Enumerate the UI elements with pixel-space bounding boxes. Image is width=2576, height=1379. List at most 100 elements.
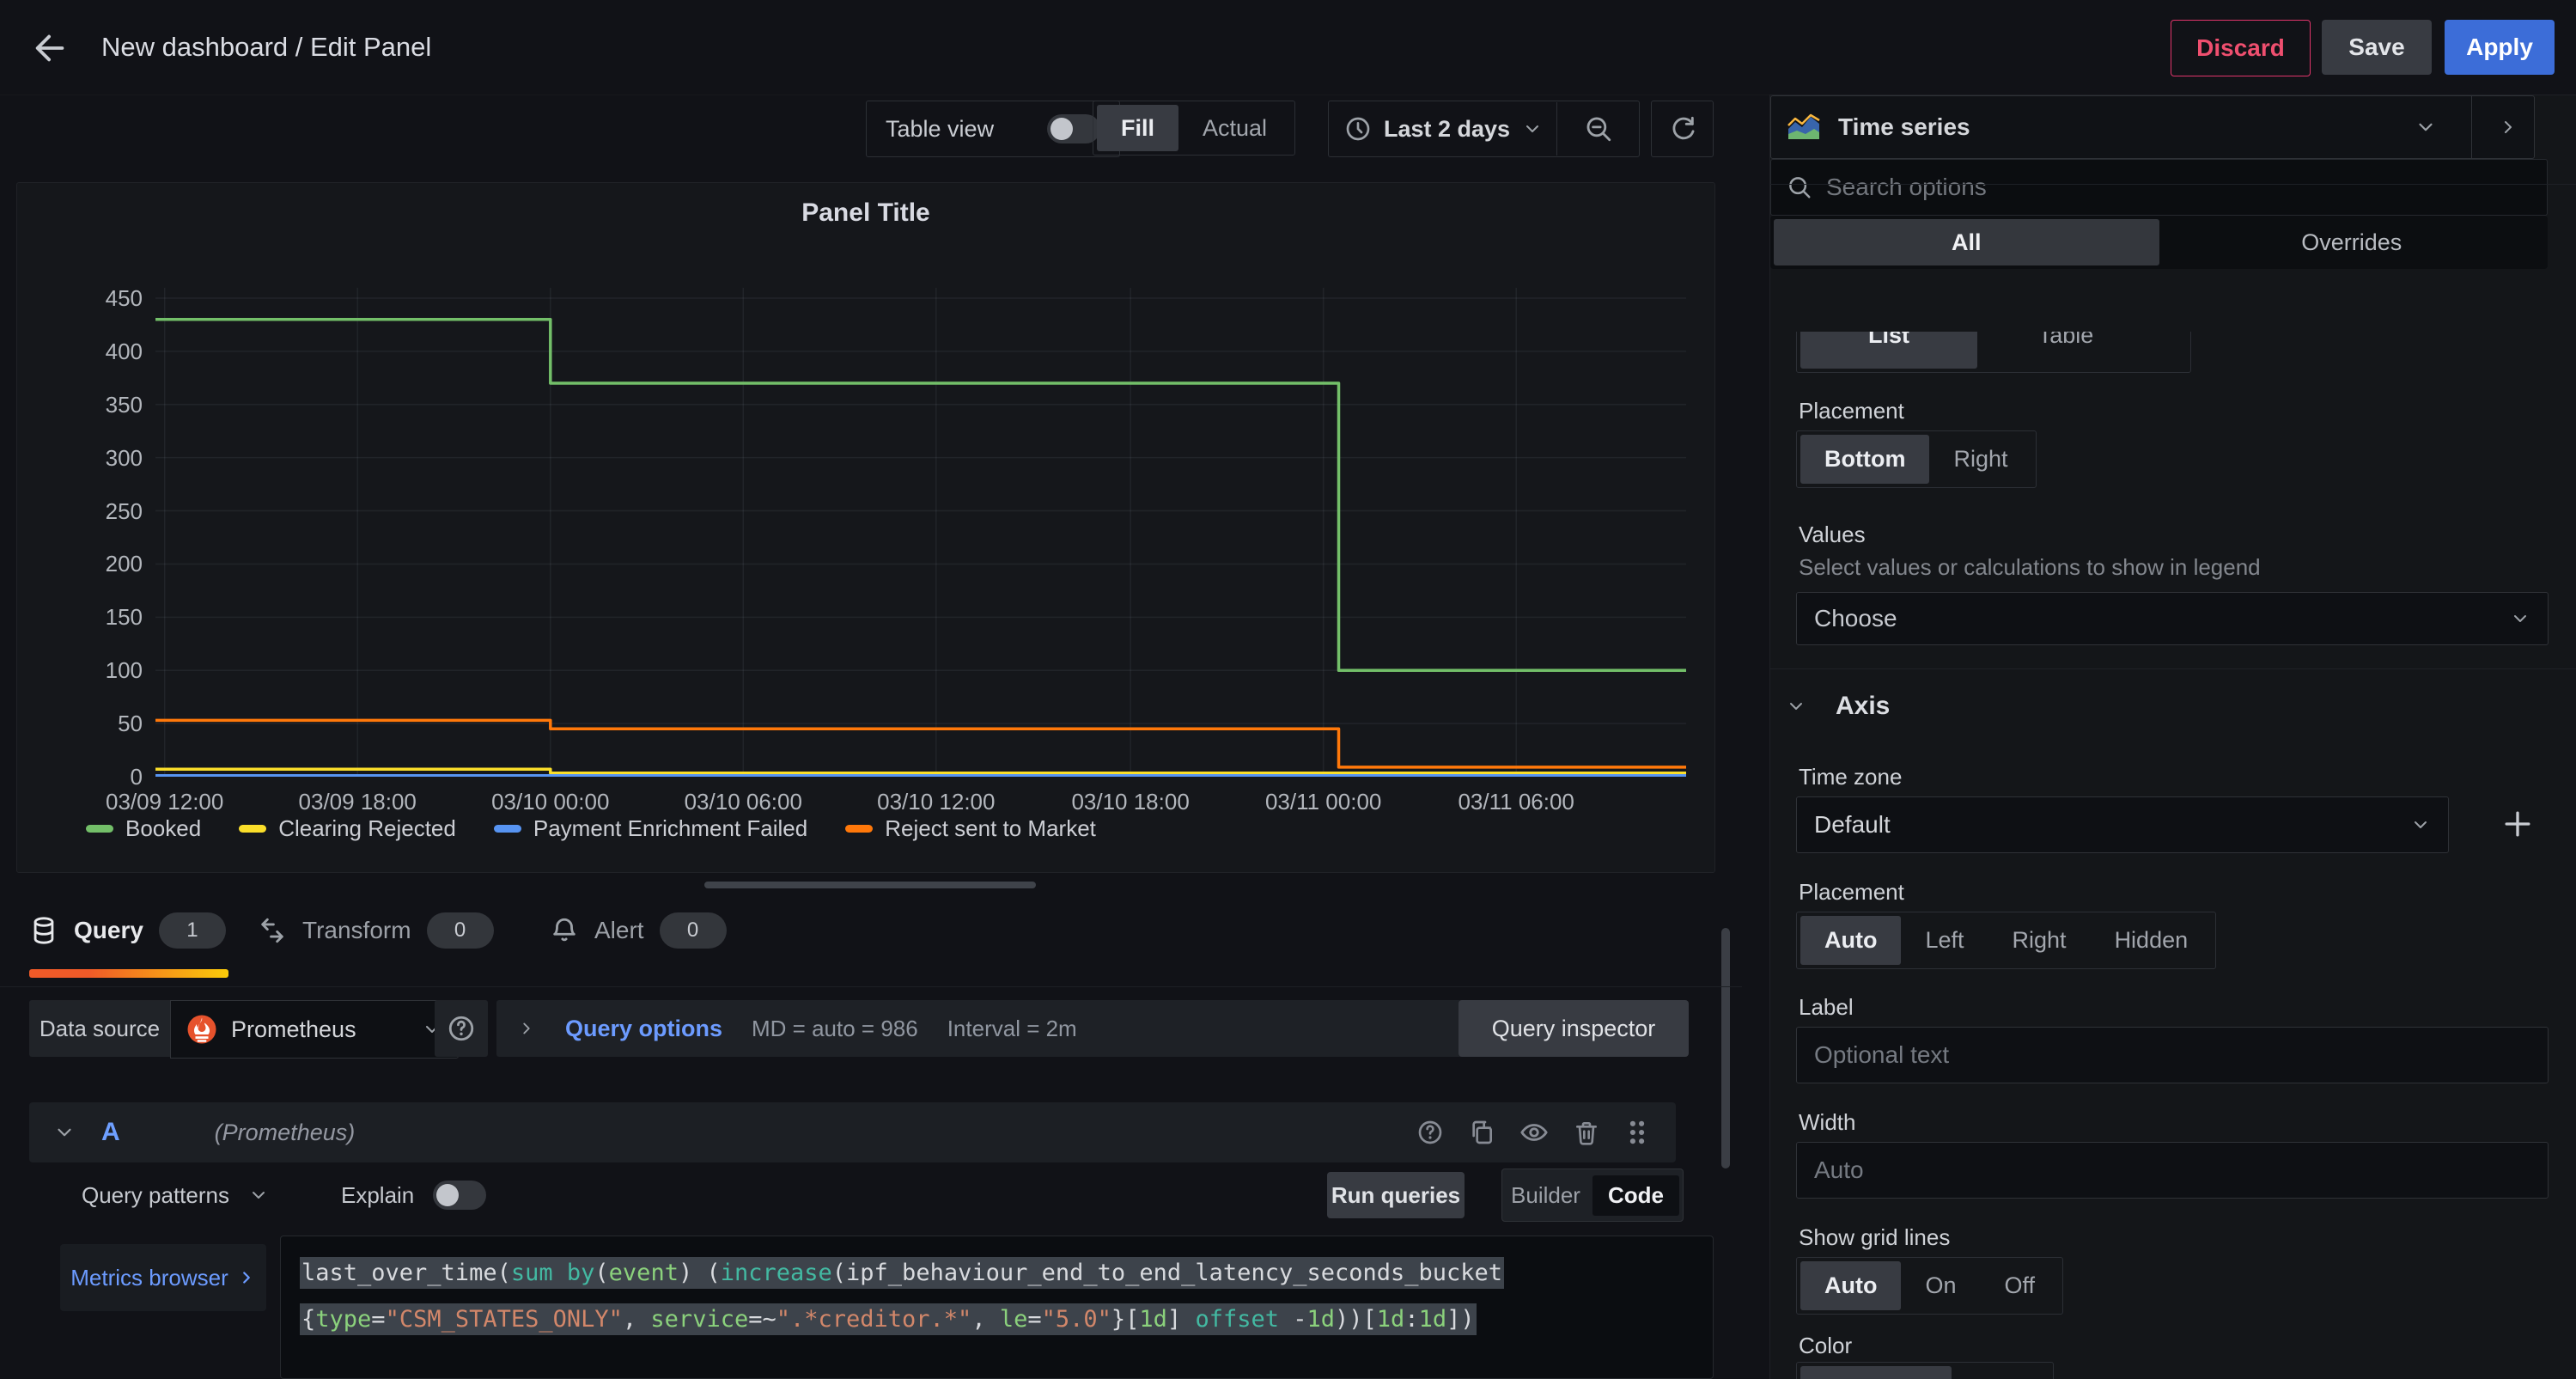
visualization-picker[interactable]: Time series [1770, 95, 2535, 159]
y-tick-label: 100 [48, 657, 143, 684]
duplicate-icon[interactable] [1468, 1119, 1495, 1146]
legend-swatch [845, 825, 873, 833]
promql-code-editor[interactable]: last_over_time(sum by(event) (increase(i… [280, 1236, 1714, 1379]
explain-toggle[interactable] [433, 1181, 486, 1210]
run-queries-button[interactable]: Run queries [1327, 1172, 1465, 1218]
chart-panel: Panel Title 050100150200250300350400450 … [16, 182, 1715, 873]
legend-swatch [239, 825, 266, 833]
explain-label: Explain [341, 1182, 414, 1209]
axis-label-placeholder: Optional text [1814, 1041, 1949, 1069]
chevron-down-icon [1522, 119, 1543, 139]
back-button[interactable] [31, 28, 70, 68]
tab-all[interactable]: All [1774, 219, 2159, 265]
chevron-down-icon [1786, 696, 1806, 717]
axis-placement-label: Placement [1799, 879, 1904, 906]
tab-query-label: Query [74, 917, 143, 944]
axis-placement-left[interactable]: Left [1901, 916, 1988, 965]
time-range-label: Last 2 days [1384, 116, 1510, 143]
legend-item[interactable]: Payment Enrichment Failed [494, 815, 807, 842]
datasource-select[interactable]: Prometheus [170, 1000, 459, 1059]
query-row-a[interactable]: A (Prometheus) [29, 1102, 1676, 1162]
legend-placement-bottom[interactable]: Bottom [1800, 435, 1929, 484]
builder-option[interactable]: Builder [1502, 1182, 1589, 1209]
grid-lines-auto[interactable]: Auto [1800, 1261, 1901, 1310]
tab-transform-label: Transform [302, 917, 411, 944]
axis-width-placeholder: Auto [1814, 1156, 1864, 1184]
axis-width-input[interactable]: Auto [1796, 1142, 2549, 1199]
timezone-label: Time zone [1799, 764, 1902, 790]
axis-placement-hidden[interactable]: Hidden [2091, 916, 2213, 965]
chevron-down-icon[interactable] [248, 1185, 269, 1205]
query-patterns-label[interactable]: Query patterns [82, 1182, 229, 1209]
vertical-scrollbar[interactable] [1721, 928, 1730, 1168]
metrics-browser-button[interactable]: Metrics browser [60, 1244, 266, 1311]
tab-alert[interactable]: Alert 0 [550, 912, 727, 949]
query-toolbar: Query patterns Explain [82, 1172, 486, 1218]
tab-query[interactable]: Query 1 [29, 912, 226, 949]
legend-item[interactable]: Reject sent to Market [845, 815, 1096, 842]
legend-mode-list[interactable]: List [1800, 332, 1977, 369]
metrics-browser-label: Metrics browser [70, 1265, 228, 1291]
query-inspector-button[interactable]: Query inspector [1459, 1000, 1689, 1057]
legend-placement-right[interactable]: Right [1929, 435, 2031, 484]
help-circle-icon[interactable] [1416, 1119, 1444, 1146]
chevron-down-icon[interactable] [53, 1121, 76, 1144]
drag-handle-icon[interactable] [1624, 1118, 1650, 1147]
axis-section-header[interactable]: Axis [1786, 692, 1890, 721]
options-search[interactable]: Search options [1770, 159, 2548, 216]
legend-item[interactable]: Clearing Rejected [239, 815, 456, 842]
database-icon [29, 916, 58, 945]
fill-actual-switch: Fill Actual [1093, 101, 1295, 156]
tab-transform[interactable]: Transform 0 [258, 912, 494, 949]
axis-placement-right[interactable]: Right [1988, 916, 2091, 965]
legend-placement-label: Placement [1799, 398, 1904, 424]
panel-resize-handle[interactable] [704, 882, 1036, 888]
timezone-select[interactable]: Default [1796, 796, 2449, 853]
grid-lines-off[interactable]: Off [1981, 1261, 2060, 1310]
eye-icon[interactable] [1519, 1118, 1549, 1147]
apply-button[interactable]: Apply [2445, 20, 2555, 75]
fill-option[interactable]: Fill [1097, 105, 1178, 151]
zoom-out-button[interactable] [1557, 114, 1639, 143]
save-button[interactable]: Save [2322, 20, 2432, 75]
legend-mode-table[interactable]: Table [1977, 332, 2154, 369]
help-circle-icon [447, 1014, 476, 1043]
x-tick-label: 03/11 06:00 [1430, 789, 1602, 815]
grid-lines-switch: Auto On Off [1796, 1257, 2063, 1315]
chevron-right-icon [237, 1268, 256, 1287]
values-select[interactable]: Choose [1796, 592, 2549, 645]
x-tick-label: 03/09 12:00 [79, 789, 251, 815]
chevron-down-icon [2410, 815, 2431, 835]
expand-pane-icon[interactable] [2498, 117, 2518, 137]
active-tab-underline [29, 969, 228, 978]
tabs-divider [0, 986, 1742, 987]
actual-option[interactable]: Actual [1178, 105, 1291, 151]
search-icon [1787, 174, 1812, 200]
axis-placement-auto[interactable]: Auto [1800, 916, 1901, 965]
add-timezone-button[interactable] [2499, 805, 2536, 843]
refresh-button[interactable] [1651, 101, 1714, 157]
y-tick-label: 150 [48, 604, 143, 631]
tab-overrides[interactable]: Overrides [2159, 219, 2545, 265]
grid-lines-on[interactable]: On [1901, 1261, 1980, 1310]
datasource-help-button[interactable] [435, 1000, 488, 1057]
time-picker[interactable]: Last 2 days [1328, 101, 1640, 157]
discard-button[interactable]: Discard [2171, 20, 2311, 76]
query-options-collapse[interactable]: Query options MD = auto = 986 Interval =… [496, 1000, 1491, 1057]
legend-swatch [86, 825, 113, 833]
axis-color-segment[interactable] [1800, 1366, 1952, 1379]
legend-item[interactable]: Booked [86, 815, 201, 842]
x-tick-label: 03/10 12:00 [850, 789, 1022, 815]
max-data-points: MD = auto = 986 [752, 1016, 918, 1042]
x-tick-label: 03/10 18:00 [1044, 789, 1216, 815]
axis-label-input[interactable]: Optional text [1796, 1027, 2549, 1083]
trash-icon[interactable] [1573, 1119, 1600, 1146]
y-tick-label: 200 [48, 551, 143, 577]
time-series-plot[interactable] [155, 274, 1686, 777]
code-option[interactable]: Code [1592, 1175, 1679, 1216]
y-tick-label: 300 [48, 445, 143, 472]
x-tick-label: 03/10 00:00 [465, 789, 636, 815]
axis-label-label: Label [1799, 994, 1854, 1021]
values-label: Values [1799, 522, 1866, 548]
values-description: Select values or calculations to show in… [1799, 554, 2261, 581]
